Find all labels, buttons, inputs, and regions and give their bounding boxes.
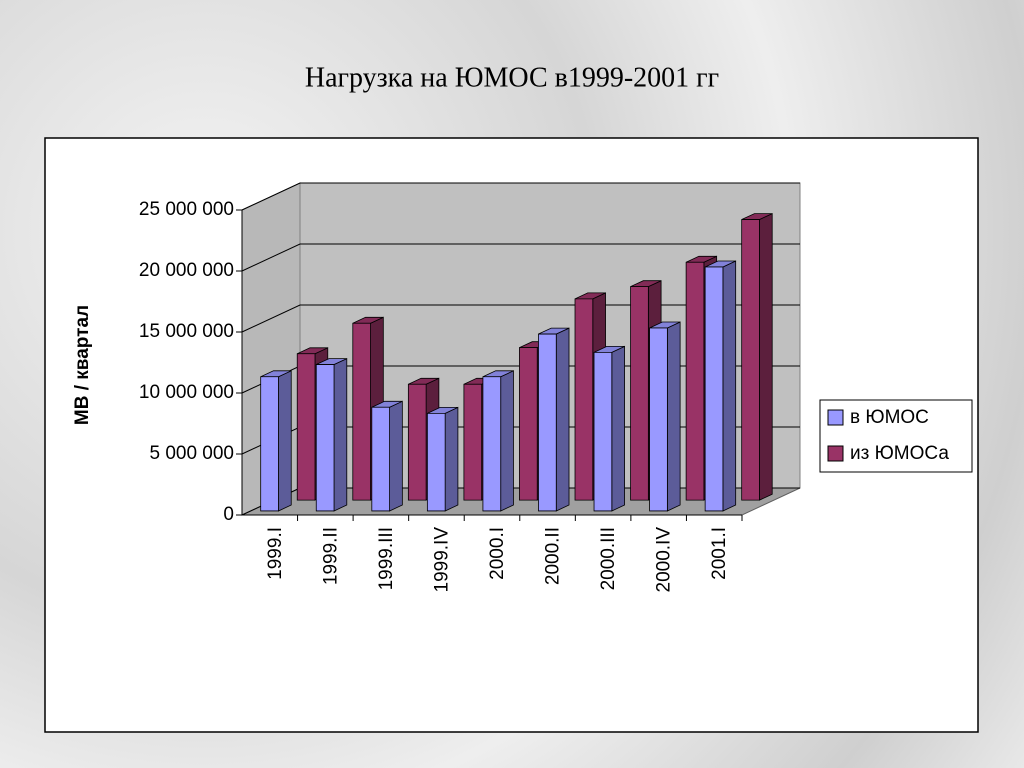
bar-side (666, 321, 681, 512)
bar-side (759, 212, 773, 501)
bar (296, 353, 316, 501)
bar (630, 286, 649, 501)
bar (741, 219, 760, 501)
chart-title: Нагрузка на ЮМОС в1999-2001 гг (305, 62, 719, 93)
x-tick-label: 2000.IV (654, 527, 675, 593)
legend-label: в ЮМОС (850, 407, 929, 428)
bar (574, 298, 594, 501)
y-tick-label: 20 000 000 (139, 260, 234, 281)
bar (519, 347, 538, 501)
bar-side (555, 327, 570, 512)
bar-side (278, 370, 292, 512)
x-tick-label: 1999.I (265, 527, 286, 580)
y-tick-label: 25 000 000 (139, 199, 234, 220)
grid-line (241, 182, 800, 211)
bar (352, 322, 371, 501)
bar (482, 376, 502, 512)
legend-box (819, 399, 973, 473)
x-tick-label: 2000.I (487, 527, 508, 580)
bar-side (333, 357, 348, 512)
bar (371, 406, 390, 512)
x-tick-label: 1999.II (320, 527, 341, 585)
legend-swatch (827, 445, 844, 462)
grid-line (241, 243, 800, 272)
legend-swatch (827, 409, 844, 426)
bar (593, 351, 613, 512)
bar-side (722, 260, 737, 512)
bar (649, 327, 668, 512)
bar (407, 383, 427, 501)
bar-side (500, 370, 514, 512)
x-tick-label: 1999.IV (431, 527, 452, 593)
bar (260, 376, 279, 512)
x-tick-label: 2001.I (709, 527, 730, 580)
bar (685, 261, 705, 501)
bar (463, 383, 483, 501)
bar-side (389, 400, 403, 512)
x-tick-label: 1999.III (376, 527, 397, 590)
bar (426, 412, 446, 512)
x-tick-label: 2000.II (543, 527, 564, 585)
bar (315, 364, 335, 512)
y-axis-title: МВ / квартал (72, 305, 93, 425)
bar (704, 266, 724, 512)
bar-side (444, 406, 459, 512)
y-tick-label: 0 (223, 504, 234, 525)
legend-label: из ЮМОСа (850, 443, 949, 464)
y-tick-label: 5 000 000 (149, 443, 234, 464)
bar (538, 333, 557, 512)
y-tick-label: 15 000 000 (139, 321, 234, 342)
bar-side (611, 345, 625, 512)
x-tick-label: 2000.III (598, 527, 619, 590)
y-tick-label: 10 000 000 (139, 382, 234, 403)
